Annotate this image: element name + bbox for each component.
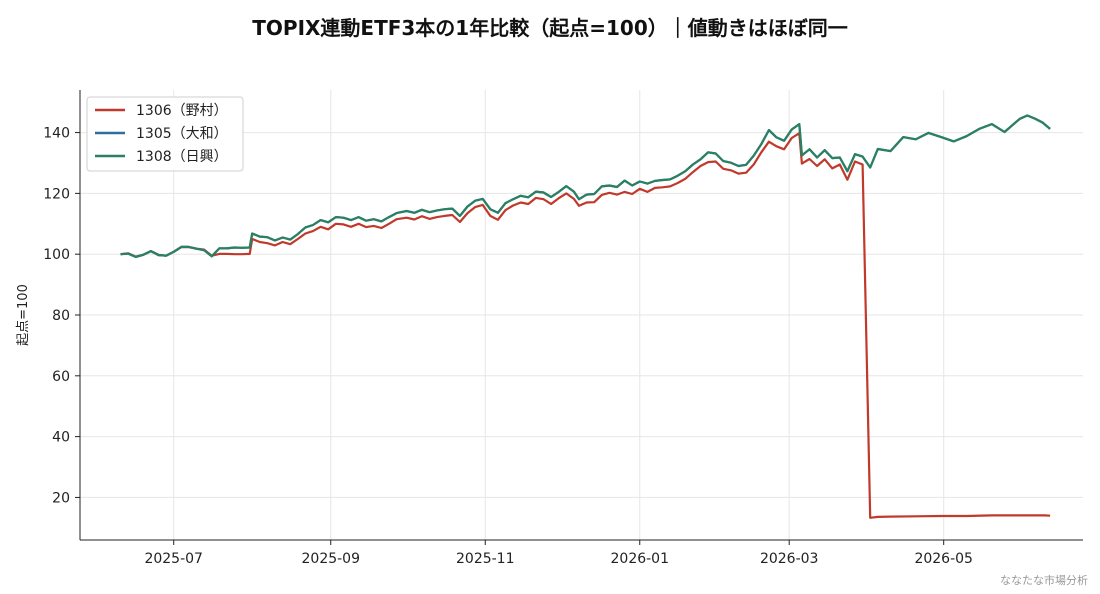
x-tick-label: 2026-01 bbox=[611, 551, 670, 567]
watermark-text: ななたな市場分析 bbox=[1000, 574, 1088, 587]
y-ticks: 20 40 60 80 100 120 140 bbox=[43, 126, 80, 506]
y-tick-label: 60 bbox=[52, 369, 70, 385]
y-tick-label: 120 bbox=[43, 186, 70, 202]
x-tick-label: 2026-03 bbox=[760, 551, 819, 567]
y-tick-label: 100 bbox=[43, 247, 70, 263]
x-tick-label: 2025-07 bbox=[144, 551, 203, 567]
legend-label: 1308（日興） bbox=[136, 149, 228, 165]
series-line-1 bbox=[120, 132, 1051, 519]
x-ticks: 2025-07 2025-09 2025-11 2026-01 2026-03 2026-… bbox=[144, 540, 973, 567]
y-tick-label: 80 bbox=[52, 308, 70, 324]
legend-items: 1306（野村） 1305（大和） 1308（日興） bbox=[95, 103, 228, 165]
legend-label: 1305（大和） bbox=[136, 126, 228, 142]
y-tick-label: 20 bbox=[52, 490, 70, 506]
chart-title: TOPIX連動ETF3本の1年比較（起点=100）｜値動きはほぼ同一 bbox=[252, 16, 848, 40]
legend-box bbox=[86, 96, 244, 172]
x-tick-label: 2025-11 bbox=[456, 551, 515, 567]
series bbox=[120, 114, 1051, 519]
x-tick-label: 2026-05 bbox=[914, 551, 973, 567]
y-tick-label: 140 bbox=[43, 126, 70, 142]
legend[interactable]: 1306（野村） 1305（大和） 1308（日興） bbox=[86, 96, 244, 172]
series-line-3 bbox=[120, 114, 1051, 258]
legend-label: 1306（野村） bbox=[136, 103, 228, 119]
y-tick-label: 40 bbox=[52, 430, 70, 446]
y-axis-label: 起点=100 bbox=[16, 284, 31, 346]
x-tick-label: 2025-09 bbox=[302, 551, 361, 567]
